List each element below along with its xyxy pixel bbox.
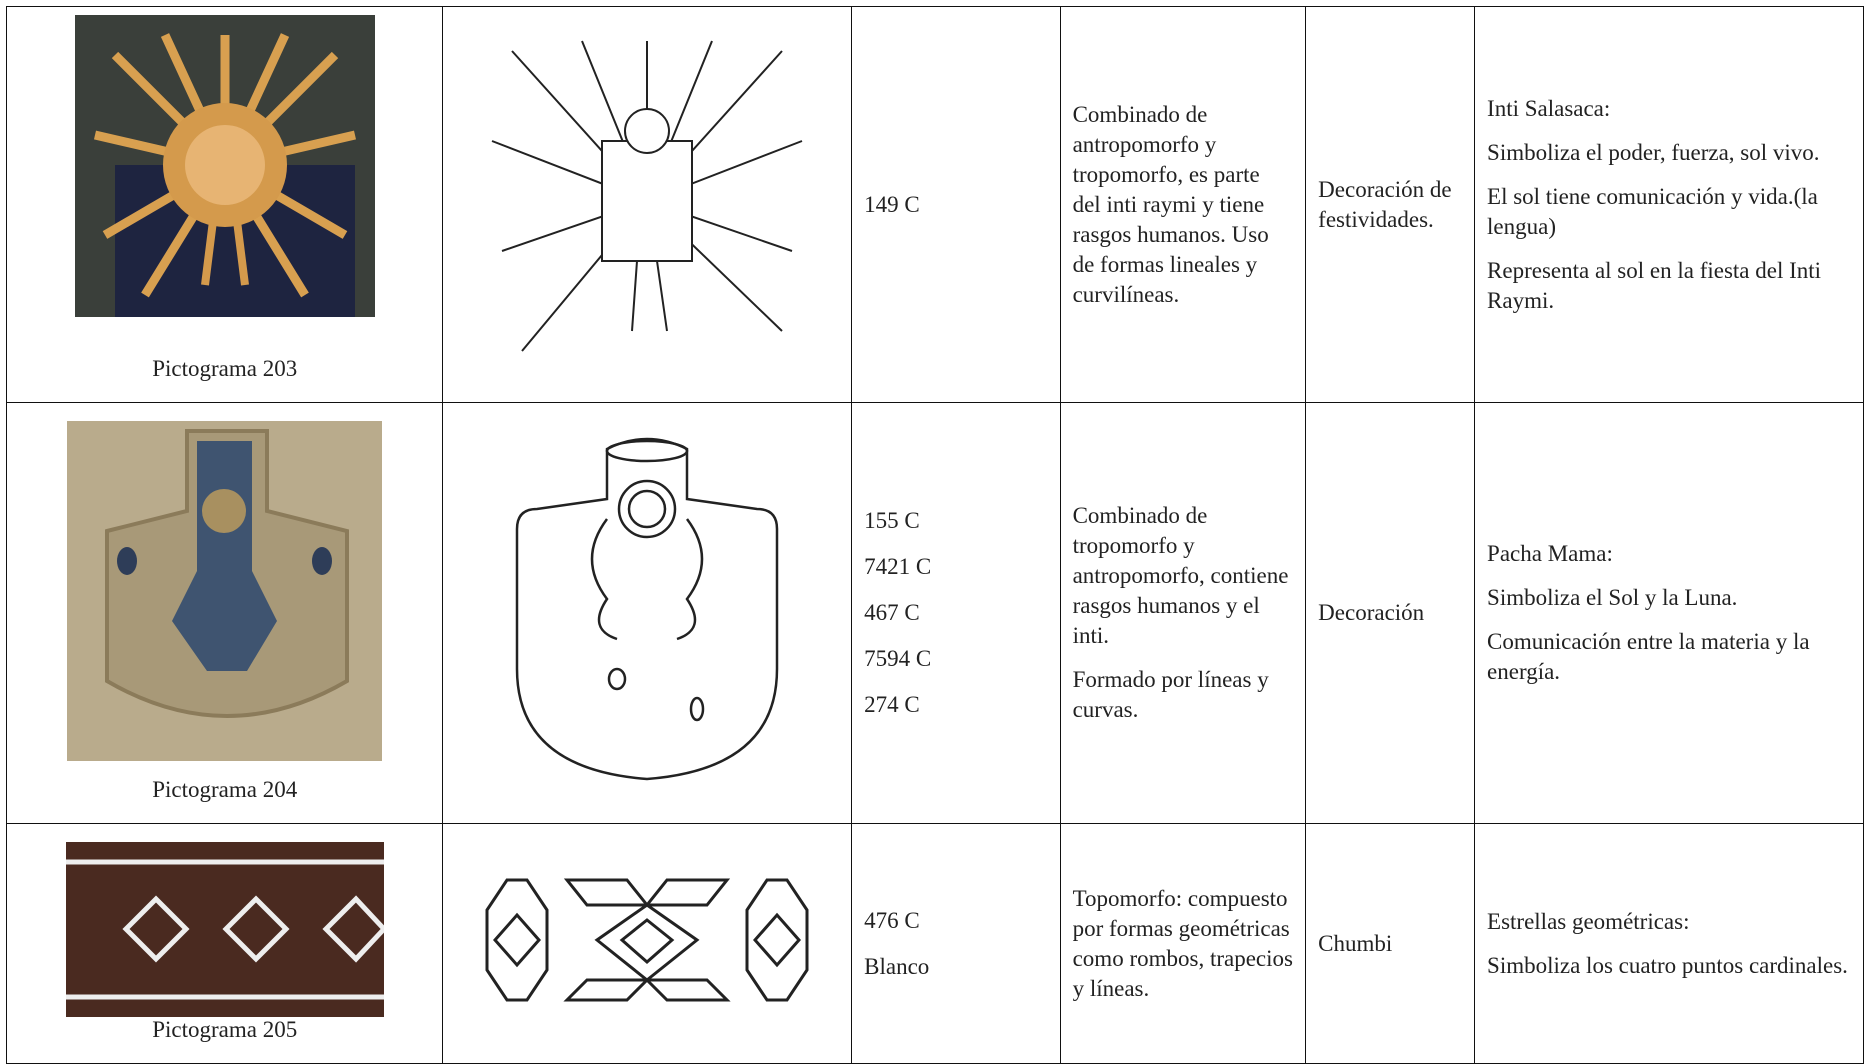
use-cell: Decoración [1305,402,1476,824]
photo-cell: Pictograma 203 [5,6,444,403]
paragraph: 476 C [864,907,920,933]
meaning: Pacha Mama: Simboliza el Sol y la Luna. Co… [1487,539,1851,687]
meaning: Inti Salasaca: Simboliza el poder, fuerza… [1487,94,1851,316]
photo-cell: Pictograma 205 [5,823,444,1064]
use-cell: Decoración de festividades. [1305,6,1476,403]
paragraph: El sol tiene comunicación y vida.(la len… [1487,183,1818,239]
caption: Pictograma 205 [152,1017,298,1042]
photo-cell: Pictograma 204 [5,402,444,824]
paragraph: Inti Salasaca: [1487,95,1611,121]
table-row: Pictograma 203 149 C Combinado de antrop… [5,6,1864,403]
paragraph: Simboliza el Sol y la Luna. [1487,585,1738,610]
meaning-cell: Estrellas geométricas: Simboliza los cuat… [1474,823,1864,1064]
paragraph: Simboliza el poder, fuerza, sol vivo. [1487,139,1820,165]
paragraph: Topomorfo: compuesto por formas geométri… [1072,885,1293,1001]
paragraph: Pacha Mama: [1487,541,1613,566]
description: Combinado de tropomorfo y antropomorfo, … [1073,501,1294,725]
paragraph: 467 C [864,600,920,625]
description: Topomorfo: compuesto por formas geométri… [1073,884,1294,1004]
meaning: Estrellas geométricas: Simboliza los cuat… [1487,907,1851,981]
paragraph: Blanco [864,953,930,979]
line-drawing [485,878,809,1001]
drawing-cell [442,6,853,403]
paragraph: Simboliza los cuatro puntos cardinales. [1487,952,1848,978]
paragraph: Combinado de tropomorfo y antropomorfo, … [1072,503,1289,648]
description: Combinado de antropomorfo y tropomorfo, … [1073,100,1294,310]
paragraph: Comunicación entre la materia y la energ… [1487,629,1810,684]
colors-cell: 476 C Blanco [851,823,1061,1064]
paragraph: Representa al sol en la fiesta del Inti … [1487,257,1822,313]
line-drawing [516,437,779,781]
paragraph: 7421 C [864,554,932,579]
photo [74,15,375,317]
drawing-cell [442,402,853,824]
table-row: Pictograma 204 155 C 7421 C 467 C 7594 C 274… [5,402,1864,824]
colors-cell: 155 C 7421 C 467 C 7594 C 274 C [851,402,1061,824]
line-drawing [491,40,803,352]
table-row: Pictograma 205 476 C Blanco Topomorfo: co… [5,823,1864,1064]
pictogram-table: Pictograma 203 149 C Combinado de antrop… [5,6,1864,1064]
photo [65,842,388,1017]
caption: Pictograma 204 [152,777,298,802]
paragraph: Combinado de antropomorfo y tropomorfo, … [1072,101,1269,307]
paragraph: Estrellas geométricas: [1487,908,1690,934]
color-list: 476 C Blanco [864,906,1047,982]
paragraph: 7594 C [864,646,932,671]
paragraph: 155 C [864,508,920,533]
paragraph: 149 C [864,191,920,217]
color-list: 149 C [864,190,1047,220]
paragraph: 274 C [864,692,920,717]
description-cell: Combinado de tropomorfo y antropomorfo, … [1059,402,1307,824]
meaning-cell: Pacha Mama: Simboliza el Sol y la Luna. Co… [1474,402,1864,824]
photo [67,421,383,761]
drawing-cell [442,823,853,1064]
colors-cell: 149 C [851,6,1061,403]
use-cell: Chumbi [1305,823,1476,1064]
meaning-cell: Inti Salasaca: Simboliza el poder, fuerza… [1474,6,1864,403]
caption: Pictograma 203 [152,356,298,381]
paragraph: Formado por líneas y curvas. [1072,667,1269,722]
color-list: 155 C 7421 C 467 C 7594 C 274 C [864,506,1047,720]
description-cell: Combinado de antropomorfo y tropomorfo, … [1059,6,1307,403]
description-cell: Topomorfo: compuesto por formas geométri… [1059,823,1307,1064]
